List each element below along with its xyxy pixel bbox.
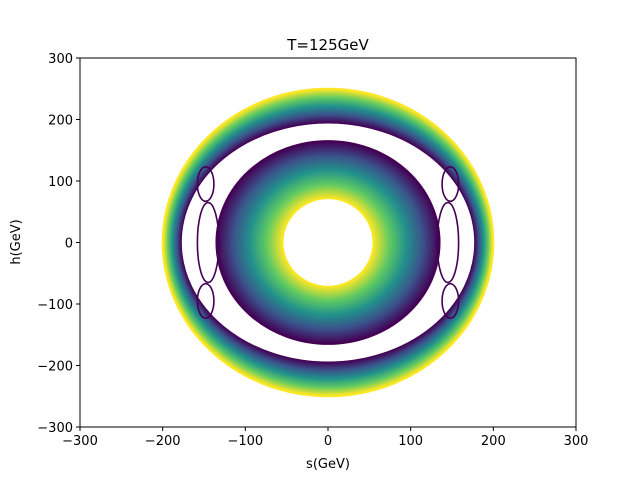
inner-ring-contour-level-31 xyxy=(231,154,425,331)
y-tick-label: 100 xyxy=(48,175,73,190)
contour-lobe-3 xyxy=(196,166,215,203)
x-tick-label: −300 xyxy=(62,434,98,449)
inner-ring-contour-level-29 xyxy=(234,156,422,329)
inner-ring-contour-level-19 xyxy=(250,170,406,315)
inner-contour-ring xyxy=(215,140,441,345)
inner-ring-contour-level-10 xyxy=(265,183,391,302)
inner-ring-contour-level-11 xyxy=(263,181,393,304)
inner-ring-contour-level-0 xyxy=(281,197,375,288)
inner-ring-contour-level-28 xyxy=(236,158,420,327)
y-tick-label: 300 xyxy=(48,52,73,67)
x-tick-label: 200 xyxy=(481,434,506,449)
contour-lobe-0 xyxy=(436,201,460,284)
inner-ring-contour-level-38 xyxy=(220,144,436,341)
y-tick-label: −100 xyxy=(37,298,73,313)
inner-ring-contour-level-14 xyxy=(259,177,397,308)
inner-ring-contour-level-22 xyxy=(246,166,410,319)
inner-ring-contour-level-4 xyxy=(275,191,381,294)
x-tick-label: 100 xyxy=(398,434,423,449)
contour-lobes xyxy=(196,166,460,319)
inner-ring-contour-level-6 xyxy=(271,188,385,297)
inner-ring-contour-level-20 xyxy=(249,169,407,316)
inner-ring-contour-level-21 xyxy=(247,167,409,318)
x-tick-label: 0 xyxy=(324,434,332,449)
inner-ring-contour-level-32 xyxy=(229,152,427,333)
x-tick-label: 300 xyxy=(564,434,589,449)
y-tick-label: 0 xyxy=(65,237,73,252)
x-tick-label: −100 xyxy=(227,434,263,449)
inner-ring-contour-level-5 xyxy=(273,190,383,295)
inner-ring-contour-level-17 xyxy=(254,173,402,312)
plot-area xyxy=(161,87,495,398)
inner-ring-contour-level-27 xyxy=(238,159,418,326)
inner-ring-contour-level-3 xyxy=(276,193,380,292)
inner-ring-contour-level-24 xyxy=(242,163,414,322)
inner-ring-contour-level-40 xyxy=(217,141,439,344)
x-axis-label: s(GeV) xyxy=(306,457,350,472)
x-axis: −300 −200 −100 0 100 200 300 xyxy=(62,427,588,449)
chart-title: T=125GeV xyxy=(286,36,369,54)
inner-ring-contour-level-37 xyxy=(221,145,435,340)
inner-ring-contour-level-1 xyxy=(279,195,377,290)
contour-lobe-1 xyxy=(196,201,220,284)
outer-contour-ring xyxy=(161,87,495,398)
inner-ring-contour-level-16 xyxy=(255,174,401,311)
outer-ring-contour-level-41 xyxy=(161,87,495,398)
contour-lobe-4 xyxy=(441,282,460,319)
inner-ring-contour-level-36 xyxy=(223,147,433,338)
inner-ring-contour-level-25 xyxy=(241,162,415,323)
inner-ring-contour-level-30 xyxy=(233,155,423,330)
inner-ring-contour-level-34 xyxy=(226,149,430,336)
inner-ring-contour-level-2 xyxy=(278,194,378,291)
inner-ring-contour-level-13 xyxy=(260,179,396,306)
inner-ring-contour-level-12 xyxy=(262,180,394,305)
y-tick-label: −200 xyxy=(37,360,73,375)
inner-ring-contour-level-15 xyxy=(257,176,399,309)
inner-ring-contour-level-35 xyxy=(225,148,431,337)
inner-ring-contour-level-18 xyxy=(252,172,404,313)
inner-ring-contour-level-9 xyxy=(267,184,389,301)
y-axis: −300 −200 −100 0 100 200 300 xyxy=(37,52,80,436)
inner-ring-contour-level-23 xyxy=(244,165,412,320)
x-tick-label: −200 xyxy=(145,434,181,449)
y-tick-label: −300 xyxy=(37,421,73,436)
y-axis-label: h(GeV) xyxy=(9,219,24,264)
y-tick-label: 200 xyxy=(48,114,73,129)
inner-ring-contour-level-33 xyxy=(228,151,428,334)
inner-ring-contour-level-41 xyxy=(215,140,441,345)
inner-ring-contour-level-8 xyxy=(268,186,388,299)
inner-ring-contour-level-26 xyxy=(239,160,417,325)
inner-ring-contour-level-7 xyxy=(270,187,386,298)
contour-lobe-5 xyxy=(196,282,215,319)
contour-lobe-2 xyxy=(441,166,460,203)
